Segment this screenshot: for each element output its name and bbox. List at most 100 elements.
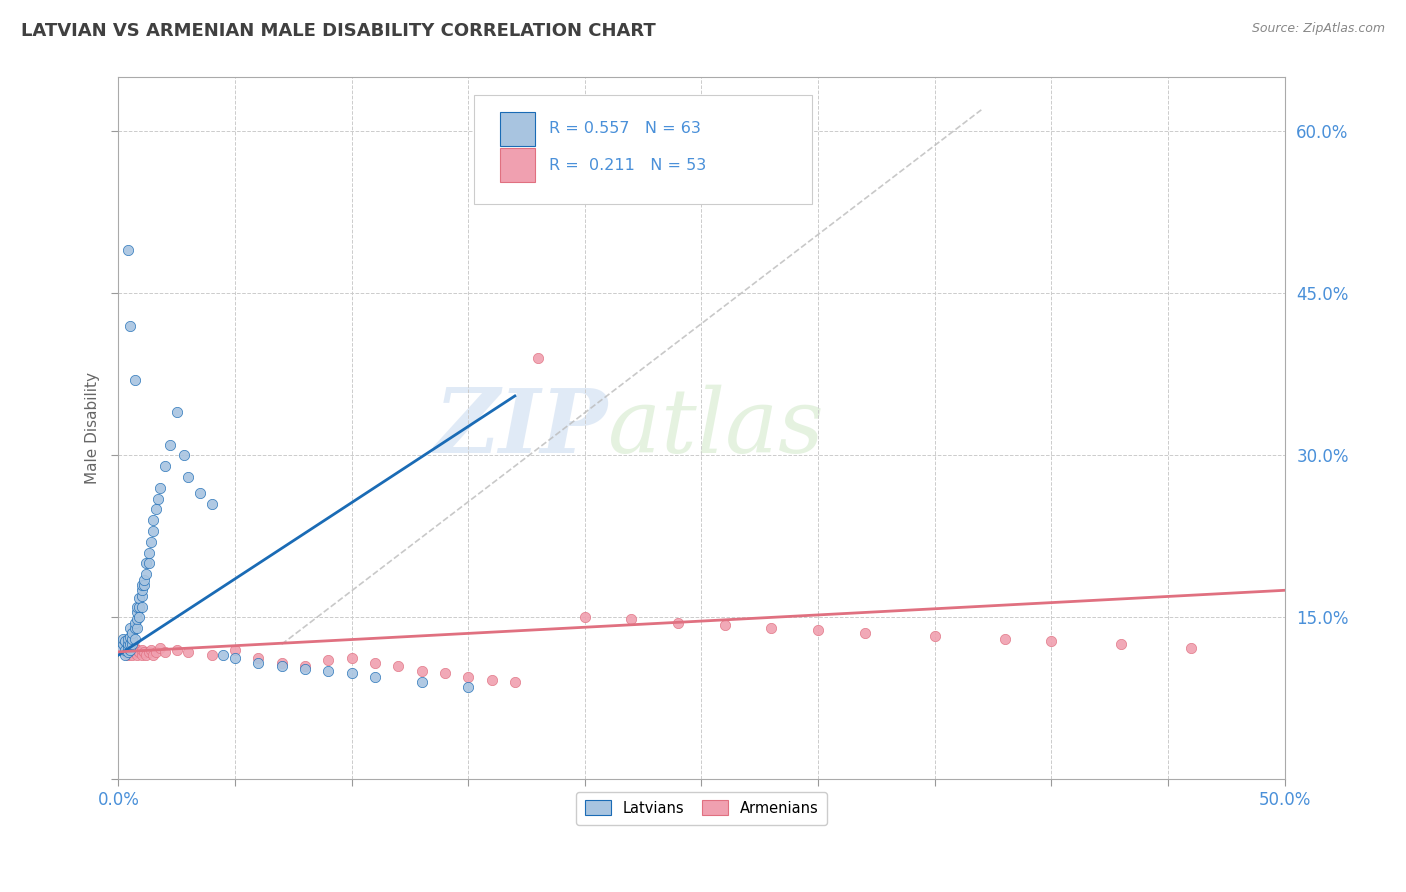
Point: [124, 615, 146, 630]
Point: [117, 645, 139, 659]
Point: [188, 486, 211, 500]
Point: [117, 637, 139, 651]
Point: [111, 642, 134, 657]
Point: [114, 648, 136, 662]
Point: [124, 645, 146, 659]
Point: [247, 651, 270, 665]
Legend: Latvians, Armenians: Latvians, Armenians: [576, 792, 827, 824]
Point: [139, 534, 162, 549]
Text: LATVIAN VS ARMENIAN MALE DISABILITY CORRELATION CHART: LATVIAN VS ARMENIAN MALE DISABILITY CORR…: [21, 22, 655, 40]
Point: [224, 651, 246, 665]
Point: [294, 662, 316, 676]
Point: [177, 645, 200, 659]
Point: [125, 599, 148, 614]
Point: [142, 524, 165, 538]
Point: [149, 481, 172, 495]
Point: [270, 659, 292, 673]
Point: [124, 621, 146, 635]
Point: [224, 642, 246, 657]
Point: [411, 665, 433, 679]
Point: [340, 666, 363, 681]
Point: [270, 656, 292, 670]
Point: [135, 567, 157, 582]
Point: [121, 637, 143, 651]
Point: [111, 637, 134, 651]
Point: [138, 545, 160, 559]
Point: [118, 642, 141, 657]
Point: [131, 589, 153, 603]
Point: [387, 659, 409, 673]
Point: [124, 632, 146, 646]
Text: R =  0.211   N = 53: R = 0.211 N = 53: [548, 158, 706, 173]
Point: [125, 621, 148, 635]
Point: [145, 645, 167, 659]
FancyBboxPatch shape: [499, 148, 534, 182]
Point: [138, 557, 160, 571]
Point: [1180, 640, 1202, 655]
Point: [117, 640, 139, 655]
Point: [1040, 634, 1063, 648]
Point: [139, 642, 162, 657]
Point: [124, 373, 146, 387]
Point: [132, 578, 155, 592]
Point: [114, 642, 136, 657]
Point: [316, 653, 339, 667]
Point: [620, 612, 643, 626]
Point: [132, 573, 155, 587]
Point: [294, 659, 316, 673]
Point: [128, 599, 150, 614]
Point: [125, 612, 148, 626]
Point: [131, 578, 153, 592]
Point: [411, 675, 433, 690]
Point: [131, 599, 153, 614]
Point: [994, 632, 1017, 646]
Point: [128, 645, 150, 659]
Point: [125, 605, 148, 619]
Point: [146, 491, 169, 506]
Point: [124, 640, 146, 655]
Point: [111, 632, 134, 646]
Point: [503, 675, 526, 690]
Point: [1109, 637, 1132, 651]
Point: [166, 405, 188, 419]
Point: [666, 615, 689, 630]
Point: [340, 651, 363, 665]
Point: [118, 645, 141, 659]
Point: [114, 645, 136, 659]
Point: [481, 673, 503, 687]
Point: [364, 656, 387, 670]
Point: [364, 670, 387, 684]
FancyBboxPatch shape: [474, 95, 813, 203]
Point: [135, 557, 157, 571]
Point: [125, 642, 148, 657]
Point: [132, 645, 155, 659]
Point: [125, 648, 148, 662]
Text: Source: ZipAtlas.com: Source: ZipAtlas.com: [1251, 22, 1385, 36]
Point: [118, 640, 141, 655]
Point: [153, 459, 176, 474]
Point: [131, 642, 153, 657]
Point: [121, 648, 143, 662]
Point: [114, 634, 136, 648]
Point: [117, 637, 139, 651]
Point: [574, 610, 596, 624]
Point: [145, 502, 167, 516]
Point: [212, 648, 235, 662]
Point: [177, 470, 200, 484]
Point: [761, 621, 783, 635]
Point: [128, 591, 150, 605]
Point: [153, 645, 176, 659]
Text: ZIP: ZIP: [434, 385, 609, 472]
Point: [128, 610, 150, 624]
Text: R = 0.557   N = 63: R = 0.557 N = 63: [548, 121, 700, 136]
Point: [118, 318, 141, 333]
Point: [142, 648, 165, 662]
Point: [433, 666, 456, 681]
Point: [118, 621, 141, 635]
Point: [159, 437, 181, 451]
Point: [121, 632, 143, 646]
Point: [924, 629, 946, 643]
Point: [118, 630, 141, 644]
Point: [149, 640, 172, 655]
Point: [713, 618, 735, 632]
